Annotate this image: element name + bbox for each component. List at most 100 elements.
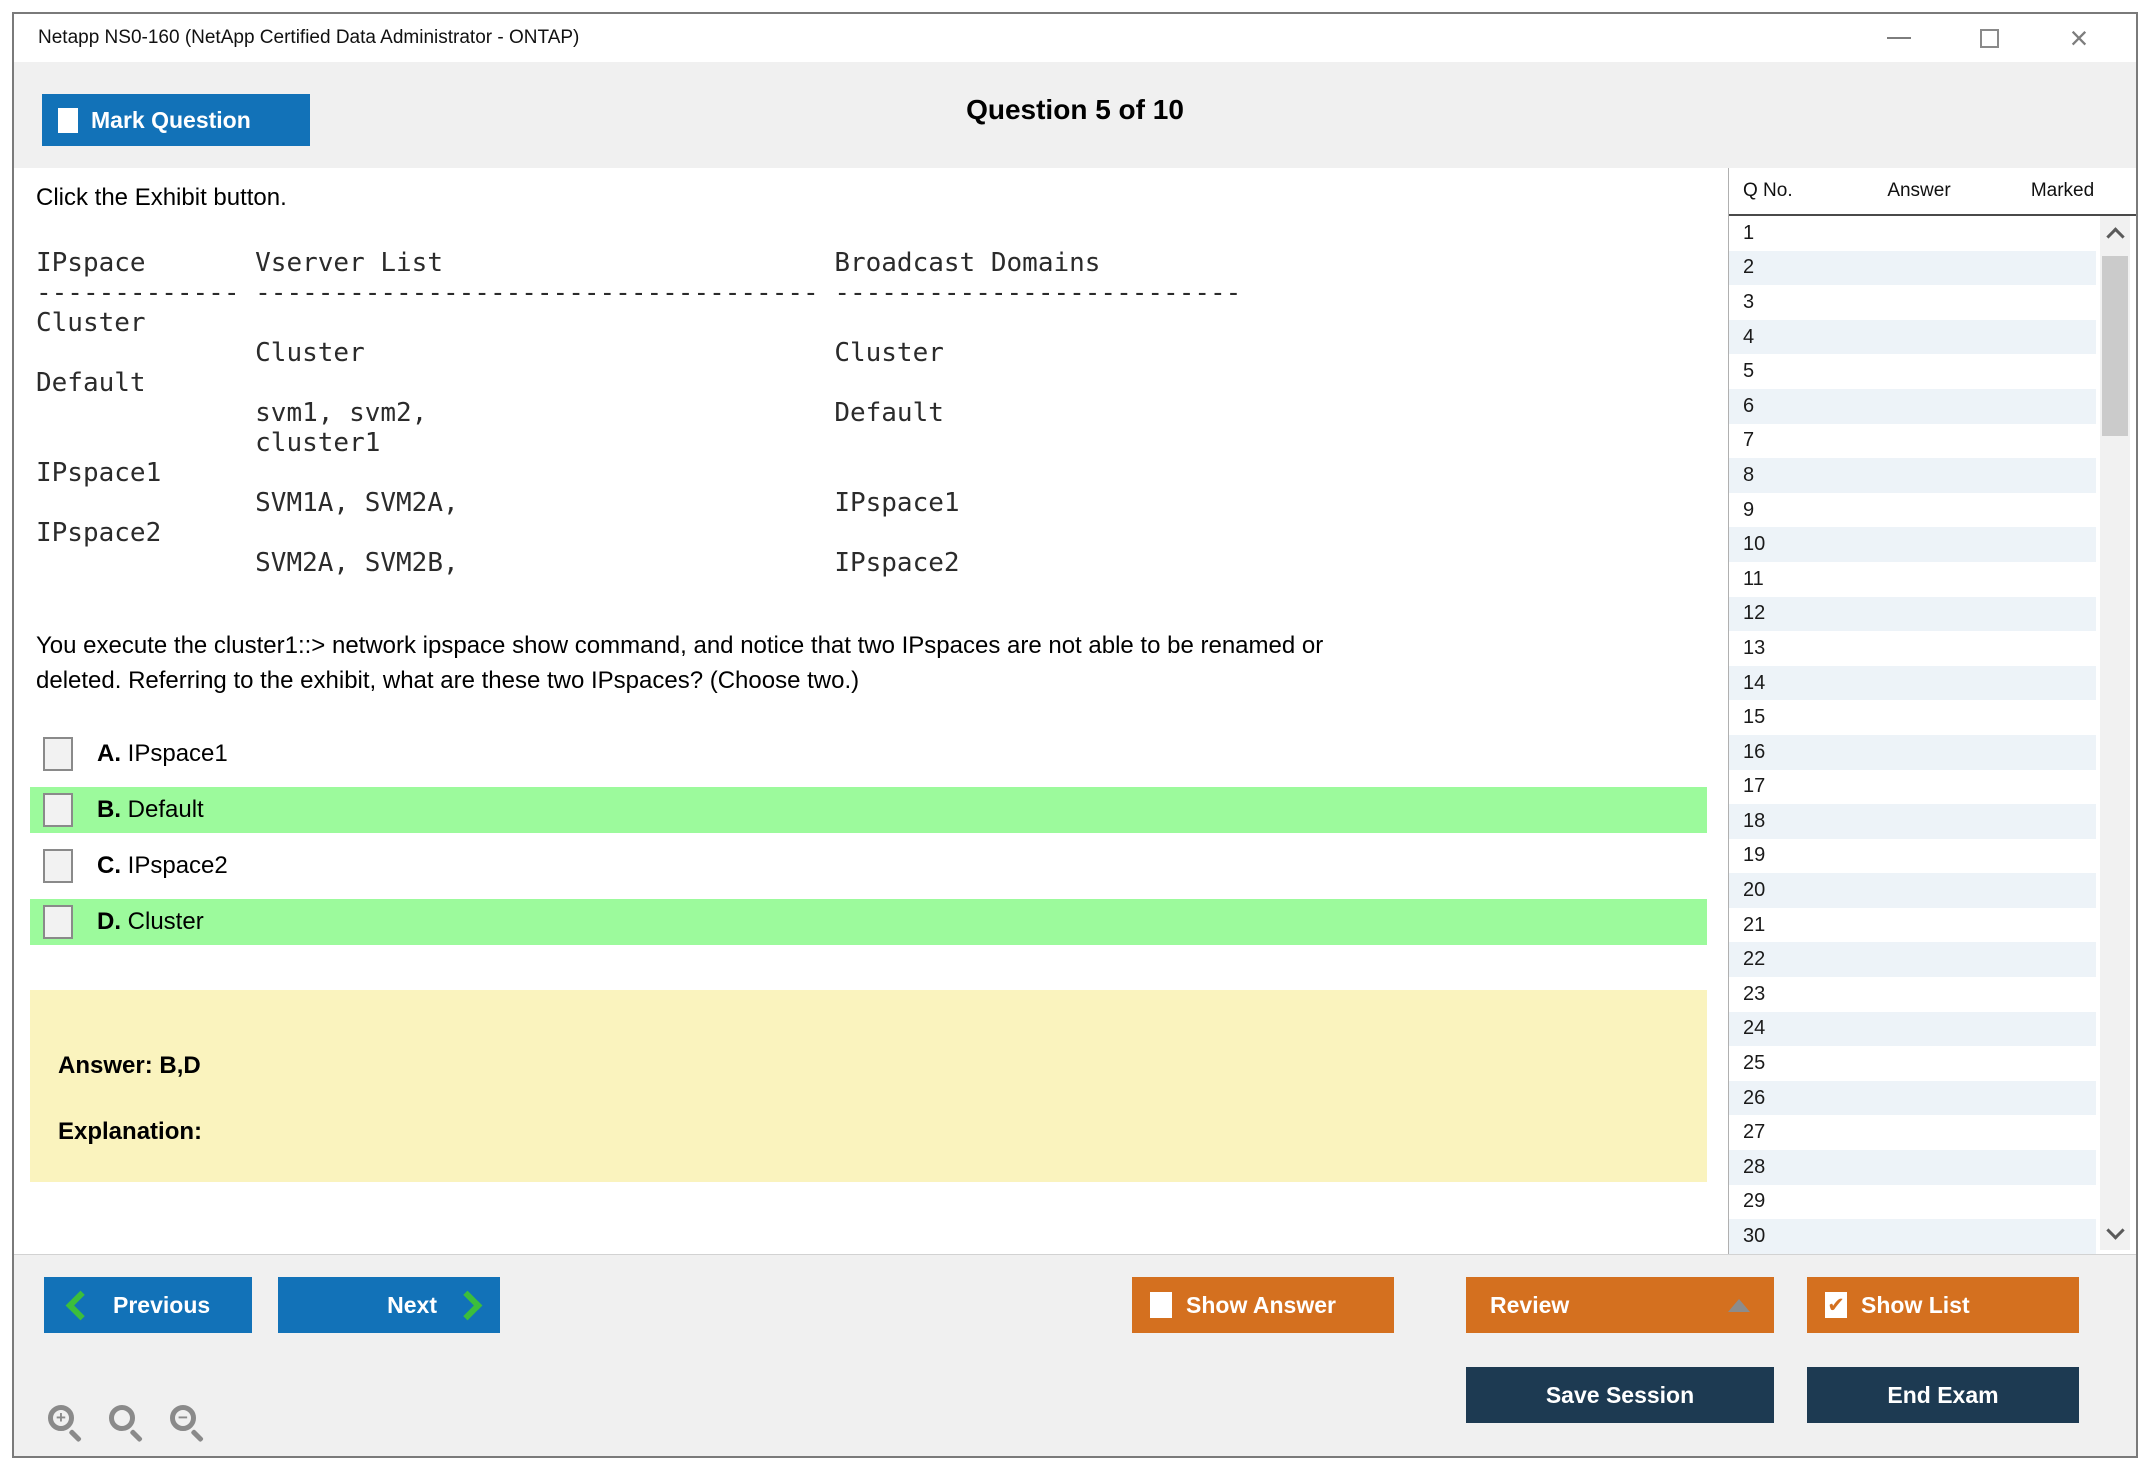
question-list: 1 2 3 4 5 6 7 8 9 10 11 12 13 14 15 16 17 18 19 20 21 22 23 24 2… xyxy=(1729,216,2096,1254)
question-list-row[interactable]: 20 xyxy=(1729,873,2096,908)
exhibit-prompt: Click the Exhibit button. xyxy=(36,184,287,211)
checkmark-icon: ✔ xyxy=(1827,1293,1845,1317)
answer-box: Answer: B,D Explanation: xyxy=(30,990,1707,1182)
marked-column-header: Marked xyxy=(2030,180,2095,201)
sidebar-scrollbar[interactable] xyxy=(2100,216,2130,1250)
question-list-row[interactable]: 30 xyxy=(1729,1219,2096,1254)
exhibit-output: IPspace Vserver List Broadcast Domains -… xyxy=(36,248,1242,578)
app-window: Netapp NS0-160 (NetApp Certified Data Ad… xyxy=(12,12,2138,1458)
chevron-up-icon xyxy=(2105,226,2125,246)
maximize-button[interactable] xyxy=(1972,21,2006,55)
zoom-controls: + − xyxy=(46,1403,212,1447)
magnifier-button[interactable] xyxy=(107,1403,151,1447)
question-list-row[interactable]: 1 xyxy=(1729,216,2096,251)
mark-question-checkbox-icon xyxy=(58,107,78,133)
window-title: Netapp NS0-160 (NetApp Certified Data Ad… xyxy=(38,27,580,48)
save-session-button[interactable]: Save Session xyxy=(1466,1367,1774,1423)
question-counter: Question 5 of 10 xyxy=(966,94,1184,125)
end-exam-button[interactable]: End Exam xyxy=(1807,1367,2079,1423)
question-list-row[interactable]: 25 xyxy=(1729,1046,2096,1081)
show-list-label: Show List xyxy=(1861,1291,1970,1318)
question-list-row[interactable]: 4 xyxy=(1729,319,2096,355)
option-row-b[interactable]: B. Default xyxy=(30,787,1707,833)
minimize-icon xyxy=(1887,37,1911,39)
question-list-row[interactable]: 6 xyxy=(1729,388,2096,424)
question-list-row[interactable]: 23 xyxy=(1729,977,2096,1012)
option-b-label: B. Default xyxy=(97,796,204,823)
question-list-row[interactable]: 15 xyxy=(1729,700,2096,735)
question-list-row[interactable]: 10 xyxy=(1729,527,2096,562)
question-list-row[interactable]: 22 xyxy=(1729,942,2096,978)
review-label: Review xyxy=(1490,1291,1570,1318)
options-list: A. IPspace1 B. Default C. IPspace2 D. Cl… xyxy=(30,731,1707,955)
question-text: You execute the cluster1::> network ipsp… xyxy=(36,632,1324,694)
chevron-left-icon xyxy=(65,1290,96,1320)
option-row-a[interactable]: A. IPspace1 xyxy=(30,731,1707,777)
footer-bar: Previous Next Show Answer Review ✔ Show … xyxy=(14,1254,2136,1456)
triangle-up-icon xyxy=(1728,1298,1750,1312)
scroll-up-button[interactable] xyxy=(2100,216,2130,250)
explanation-label: Explanation: xyxy=(58,1118,203,1145)
next-label: Next xyxy=(387,1291,437,1318)
zoom-out-button[interactable]: − xyxy=(168,1403,212,1447)
question-list-row[interactable]: 13 xyxy=(1729,631,2096,666)
window-controls: × xyxy=(1882,14,2096,62)
scrollbar-thumb[interactable] xyxy=(2102,256,2128,436)
previous-label: Previous xyxy=(113,1291,211,1318)
end-exam-label: End Exam xyxy=(1887,1381,1999,1408)
answer-column-header: Answer xyxy=(1887,180,1951,201)
question-list-row[interactable]: 24 xyxy=(1729,1011,2096,1047)
option-a-label: A. IPspace1 xyxy=(97,740,228,767)
question-list-row[interactable]: 8 xyxy=(1729,458,2096,493)
maximize-icon xyxy=(1979,28,1999,48)
magnifier-icon xyxy=(109,1405,135,1431)
option-d-checkbox[interactable] xyxy=(43,905,73,939)
save-session-label: Save Session xyxy=(1545,1381,1695,1408)
chevron-right-icon xyxy=(452,1290,483,1320)
question-list-row[interactable]: 17 xyxy=(1729,769,2096,805)
option-b-checkbox[interactable] xyxy=(43,793,73,827)
scroll-down-button[interactable] xyxy=(2100,1216,2130,1250)
mark-question-label: Mark Question xyxy=(91,106,251,133)
option-row-c[interactable]: C. IPspace2 xyxy=(30,843,1707,889)
qno-column-header: Q No. xyxy=(1743,180,1793,201)
title-bar: Netapp NS0-160 (NetApp Certified Data Ad… xyxy=(14,14,2136,62)
zoom-out-icon: − xyxy=(170,1405,196,1431)
question-list-row[interactable]: 29 xyxy=(1729,1184,2096,1220)
chevron-down-icon xyxy=(2105,1220,2125,1240)
show-list-button[interactable]: ✔ Show List xyxy=(1807,1277,2079,1333)
question-list-row[interactable]: 11 xyxy=(1729,561,2096,597)
next-button[interactable]: Next xyxy=(278,1277,500,1333)
question-list-row[interactable]: 12 xyxy=(1729,596,2096,632)
zoom-in-button[interactable]: + xyxy=(46,1403,90,1447)
option-row-d[interactable]: D. Cluster xyxy=(30,899,1707,945)
question-list-row[interactable]: 27 xyxy=(1729,1115,2096,1151)
question-list-row[interactable]: 14 xyxy=(1729,665,2096,701)
question-panel: Click the Exhibit button. IPspace Vserve… xyxy=(14,168,2136,1254)
show-answer-checkbox-icon xyxy=(1150,1292,1172,1318)
question-list-row[interactable]: 28 xyxy=(1729,1150,2096,1185)
question-list-row[interactable]: 3 xyxy=(1729,285,2096,320)
show-answer-button[interactable]: Show Answer xyxy=(1132,1277,1394,1333)
question-list-row[interactable]: 19 xyxy=(1729,838,2096,874)
option-c-label: C. IPspace2 xyxy=(97,852,228,879)
question-list-row[interactable]: 26 xyxy=(1729,1080,2096,1116)
show-answer-label: Show Answer xyxy=(1186,1291,1336,1318)
question-list-row[interactable]: 9 xyxy=(1729,492,2096,528)
minimize-button[interactable] xyxy=(1882,21,1916,55)
option-a-checkbox[interactable] xyxy=(43,737,73,771)
option-d-label: D. Cluster xyxy=(97,908,204,935)
question-list-header: Q No. Answer Marked xyxy=(1729,168,2136,216)
close-button[interactable]: × xyxy=(2062,21,2096,55)
option-c-checkbox[interactable] xyxy=(43,849,73,883)
question-list-row[interactable]: 21 xyxy=(1729,907,2096,943)
mark-question-button[interactable]: Mark Question xyxy=(42,94,310,146)
question-list-row[interactable]: 2 xyxy=(1729,250,2096,286)
question-list-row[interactable]: 5 xyxy=(1729,354,2096,389)
question-list-row[interactable]: 16 xyxy=(1729,734,2096,770)
question-list-row[interactable]: 18 xyxy=(1729,804,2096,839)
previous-button[interactable]: Previous xyxy=(44,1277,252,1333)
question-list-row[interactable]: 7 xyxy=(1729,423,2096,459)
review-button[interactable]: Review xyxy=(1466,1277,1774,1333)
answer-label: Answer: B,D xyxy=(58,1052,201,1079)
